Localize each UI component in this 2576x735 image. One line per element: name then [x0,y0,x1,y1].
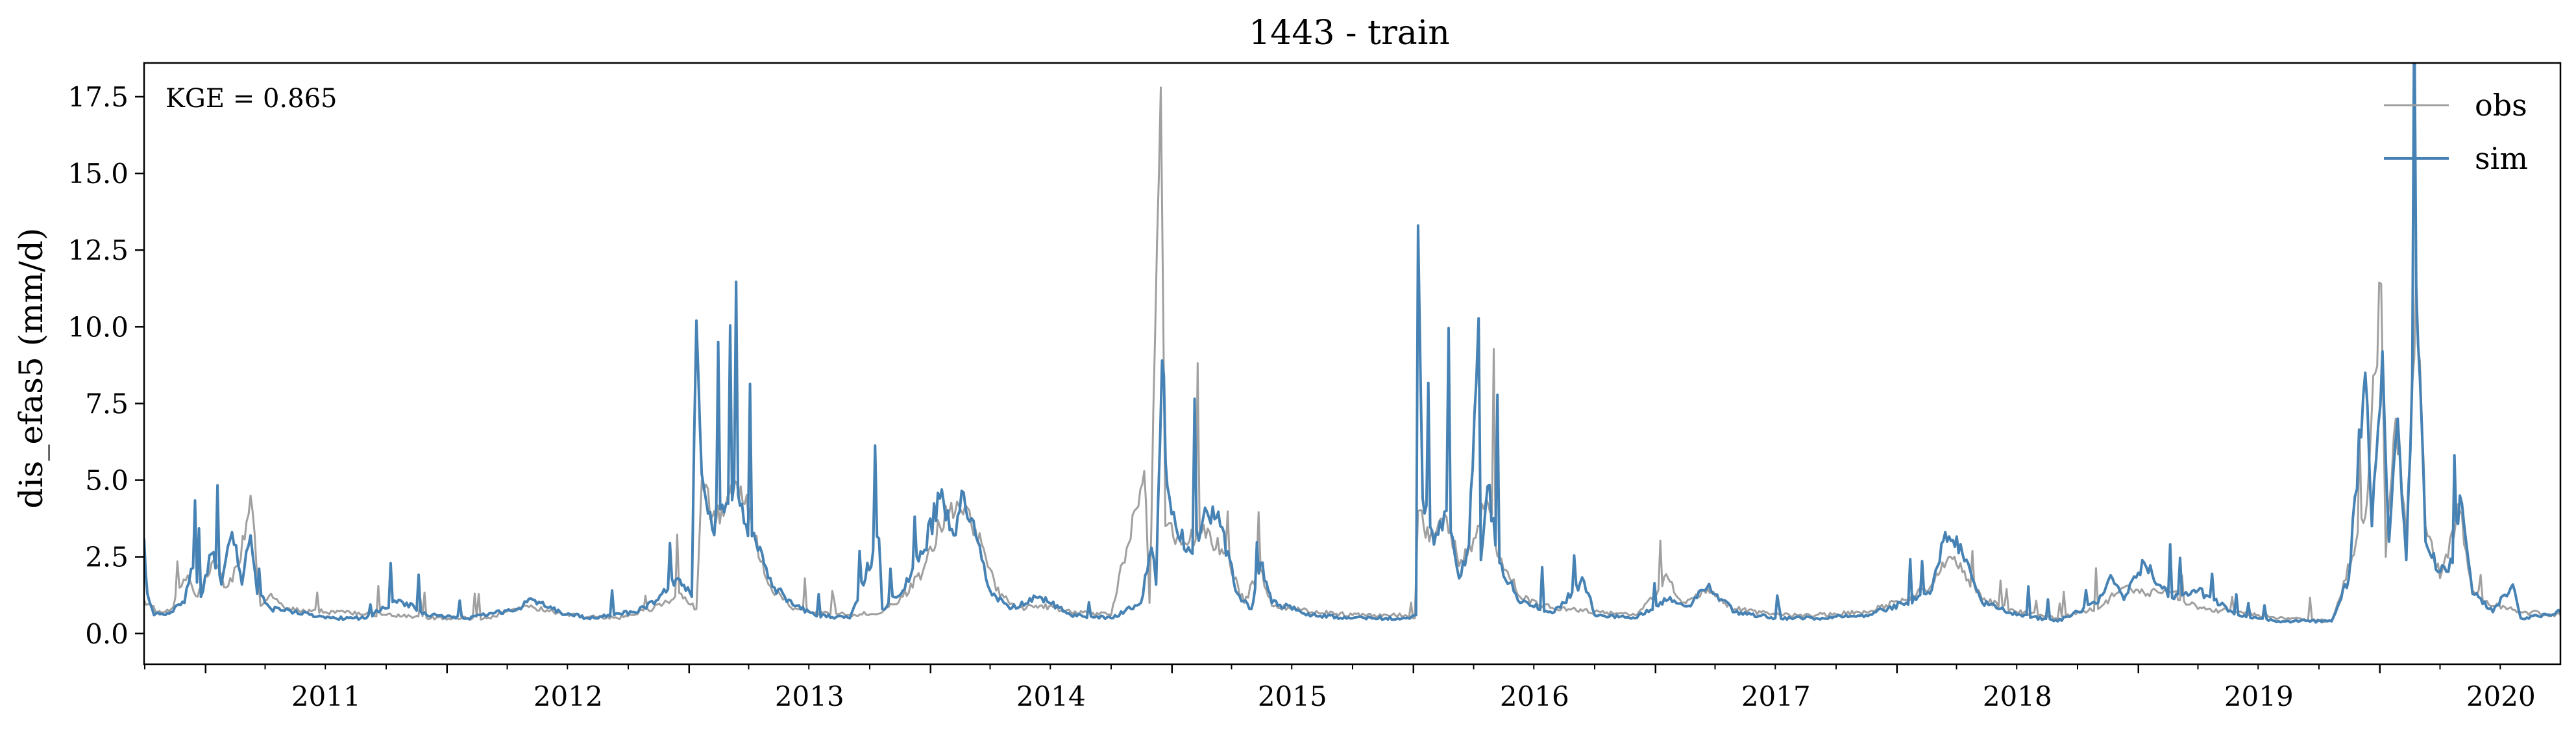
x-tick-label: 2018 [1983,680,2052,712]
series-sim-line [144,63,2560,624]
x-tick-label: 2011 [291,680,361,712]
x-tick-label: 2012 [534,680,603,712]
y-tick-label: 10.0 [67,311,129,343]
x-tick-label: 2016 [1500,680,1569,712]
y-tick-label: 12.5 [67,234,129,266]
kge-annotation: KGE = 0.865 [166,84,337,114]
plot-frame [143,62,2562,666]
x-tick-label: 2020 [2466,680,2536,712]
chart-title: 1443 - train [1249,14,1450,53]
y-axis-label: dis_efas5 (mm/d) [12,228,50,509]
x-tick-label: 2015 [1258,680,1327,712]
y-tick-label: 2.5 [85,542,129,573]
legend-obs-label: obs [2475,88,2527,123]
y-tick-label: 17.5 [67,81,129,113]
y-tick-label: 7.5 [85,388,129,419]
x-tick-label: 2014 [1016,680,1086,712]
x-axis: 2011 2012 2013 2014 2015 2016 2017 2018 2019 2020 [144,664,2536,712]
x-tick-label: 2017 [1741,680,1811,712]
y-tick-label: 0.0 [85,618,129,650]
legend-sim-label: sim [2475,141,2528,176]
series-obs-line [144,86,2560,623]
y-axis: 0.0 2.5 5.0 7.5 10.0 12.5 15.0 17.5 [67,81,144,650]
y-tick-label: 15.0 [67,158,129,190]
y-tick-label: 5.0 [85,465,129,497]
legend: obs sim [2384,88,2528,176]
series-layer [144,63,2560,624]
x-tick-label: 2013 [775,680,844,712]
x-tick-label: 2019 [2224,680,2294,712]
